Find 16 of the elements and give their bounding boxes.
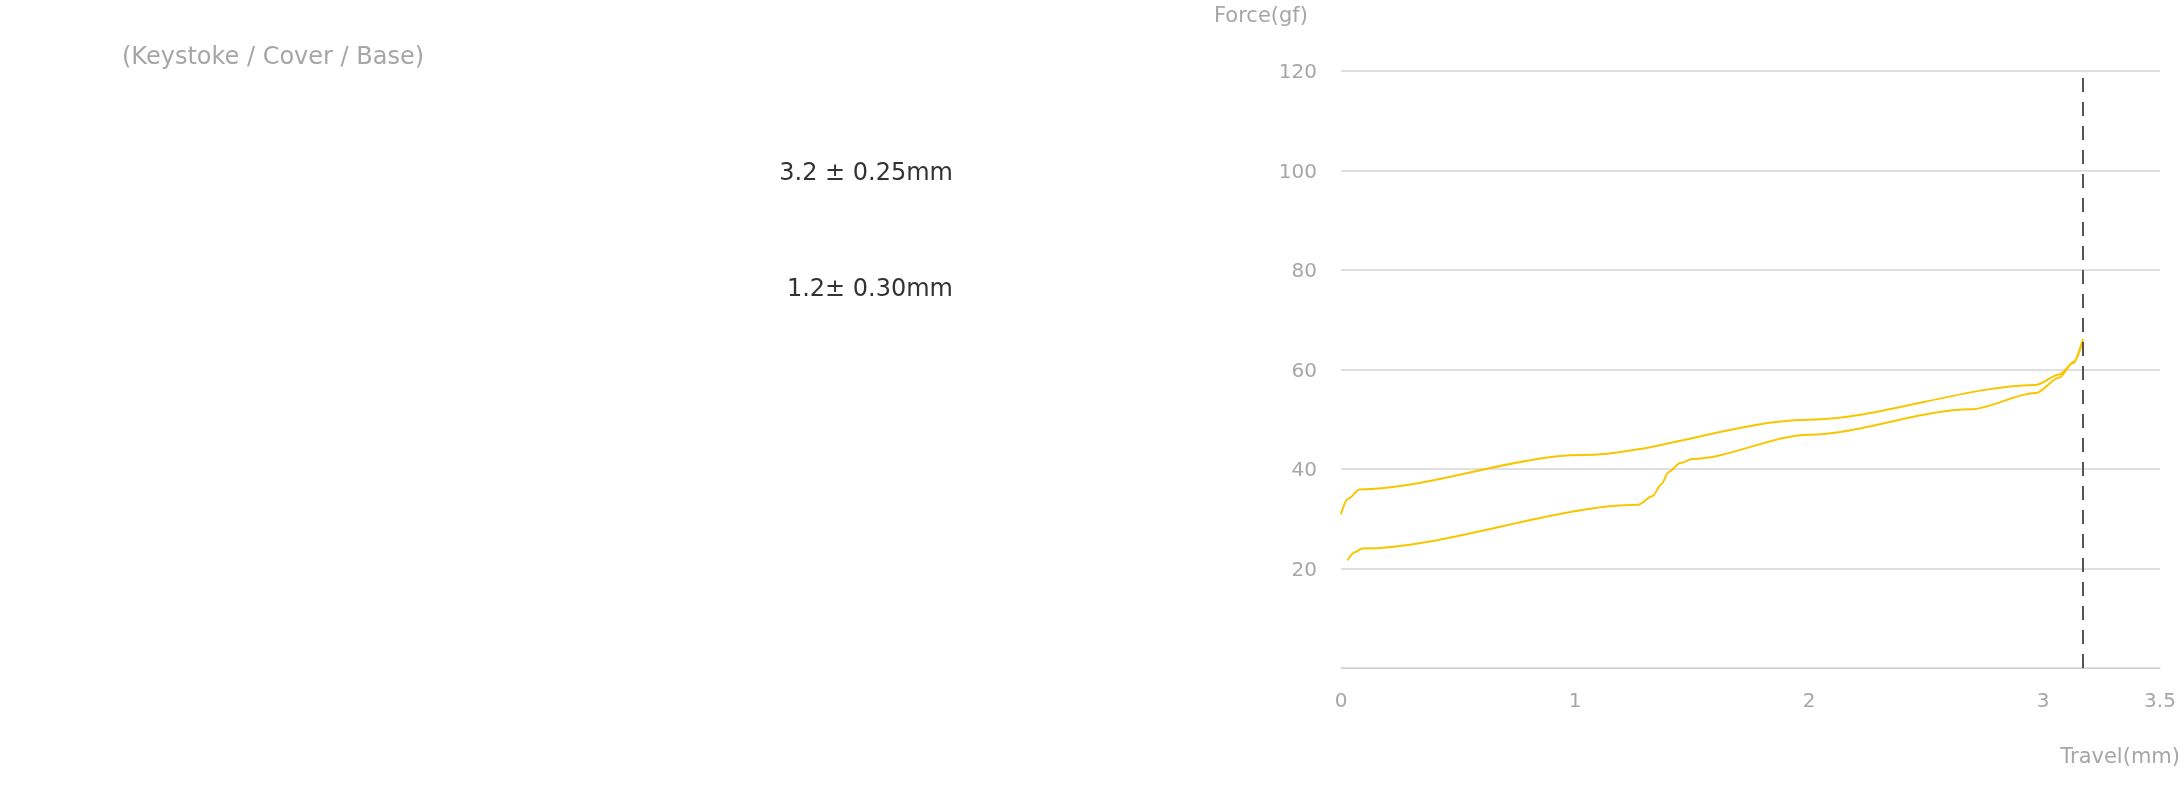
y-tick-label: 40: [1291, 457, 1317, 481]
x-tick-label: 1: [1568, 688, 1582, 712]
y-tick-label: 60: [1291, 357, 1317, 382]
x-tick-label: 3.5: [2144, 688, 2176, 712]
x-tick-label: 0: [1334, 688, 1348, 712]
y-axis-title: Force(gf): [1214, 2, 1308, 27]
y-tick-label: 80: [1291, 258, 1317, 282]
y-tick-label: 100: [1278, 158, 1317, 183]
y-tick-label: 120: [1278, 59, 1317, 83]
text: 3.2 ± 0.25mm: [779, 158, 953, 186]
text: 1.2± 0.30mm: [786, 274, 953, 302]
y-tick-label: 20: [1291, 556, 1317, 581]
x-axis-title: Travel(mm): [2059, 743, 2181, 768]
text: (Keystoke / Cover / Base): [122, 42, 425, 70]
x-tick-label: 3: [2036, 688, 2050, 712]
x-tick-label: 2: [1802, 688, 1816, 712]
